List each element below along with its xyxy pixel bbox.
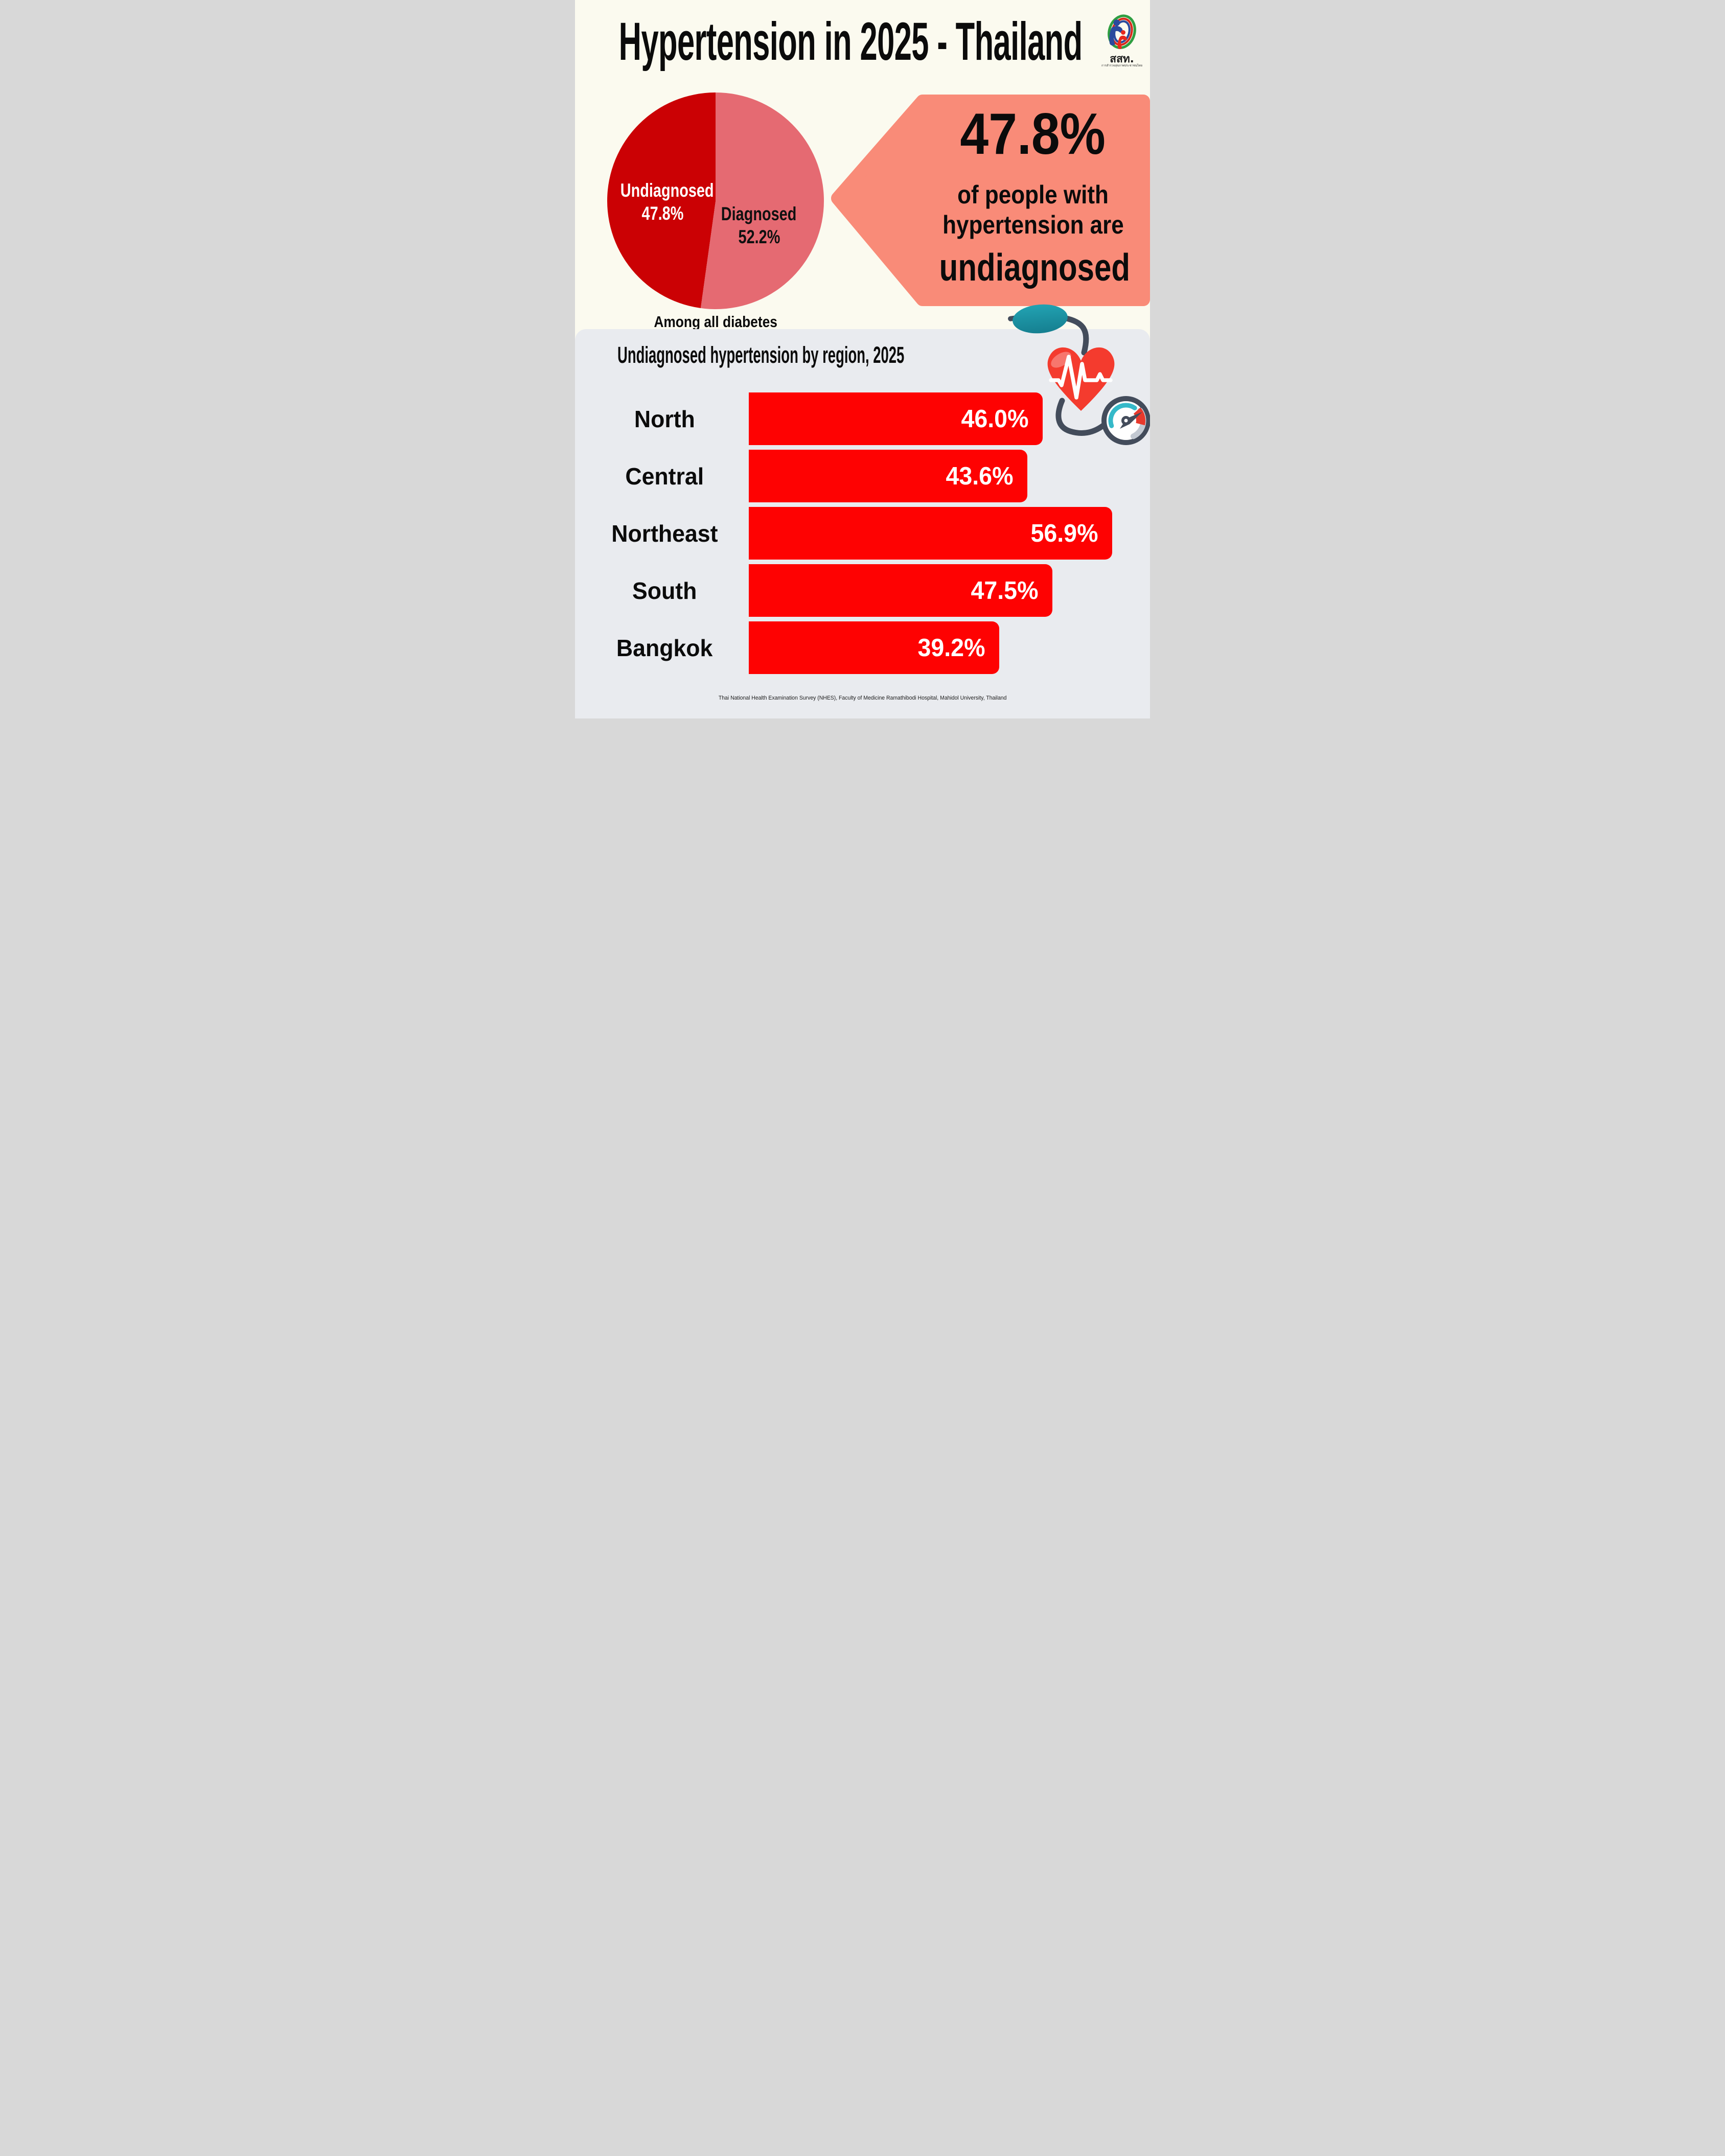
callout-line1: of people with [957, 180, 1109, 209]
region-label-northeast: Northeast [611, 520, 718, 547]
region-label-north: North [634, 405, 695, 432]
region-label-bangkok: Bangkok [616, 634, 713, 661]
bar-row-northeast: Northeast 56.9% [575, 507, 1150, 560]
bar-north: 46.0% [749, 392, 1043, 445]
bar-northeast: 56.9% [749, 507, 1112, 560]
bar-row-central: Central 43.6% [575, 450, 1150, 502]
bar-value-northeast: 56.9% [1030, 519, 1098, 547]
bar-value-bangkok: 39.2% [917, 634, 985, 662]
bar-value-north: 46.0% [961, 405, 1029, 433]
bar-chart-title: Undiagnosed hypertension by region, 2025 [617, 342, 905, 368]
bar-value-central: 43.6% [946, 462, 1014, 490]
footer-source: Thai National Health Examination Survey … [718, 695, 1007, 701]
pie-label-undiagnosed-name: Undiagnosed [620, 180, 714, 201]
pie-label-diagnosed-value: 52.2% [738, 226, 780, 248]
bar-row-south: South 47.5% [575, 564, 1150, 617]
infographic-page: Hypertension in 2025 - Thailand สสท. การ… [575, 0, 1150, 718]
bar-bangkok: 39.2% [749, 621, 999, 674]
pie-caption: Among all diabetes [654, 313, 777, 331]
bar-value-south: 47.5% [971, 576, 1039, 605]
pie-label-diagnosed-name: Diagnosed [721, 203, 797, 224]
logo: สสท. การสำรวจสุขภาพประชาชนไทย [1097, 14, 1146, 68]
logo-acronym: สสท. [1110, 53, 1134, 65]
logo-emblem-icon [1108, 14, 1136, 50]
logo-subtitle: การสำรวจสุขภาพประชาชนไทย [1101, 64, 1142, 68]
region-label-central: Central [625, 462, 704, 490]
region-label-south: South [632, 577, 697, 604]
ekg-line-icon [1049, 355, 1113, 400]
bp-tube-bottom-icon [1055, 398, 1108, 436]
page-title-text: Hypertension in 2025 - Thailand [618, 11, 1083, 72]
callout-description: of people with hypertension are [915, 180, 1150, 240]
page-title: Hypertension in 2025 - Thailand [575, 13, 1126, 69]
gauge-icon [1101, 396, 1150, 445]
callout-stat: 47.8% [960, 102, 1106, 167]
bar-south: 47.5% [749, 564, 1052, 617]
pie-label-undiagnosed: Undiagnosed 47.8% [607, 179, 718, 225]
heart-icon [1047, 347, 1115, 411]
pie-label-diagnosed: Diagnosed 52.2% [704, 202, 814, 248]
pie-label-undiagnosed-value: 47.8% [641, 203, 683, 224]
bp-tube-top-icon [1061, 315, 1089, 356]
blood-pressure-illustration [1008, 304, 1150, 445]
callout-keyword: undiagnosed [939, 246, 1131, 289]
bar-row-bangkok: Bangkok 39.2% [575, 621, 1150, 674]
pie-chart [607, 92, 824, 309]
bp-bulb-icon [1013, 304, 1068, 334]
callout-line2: hypertension are [942, 210, 1124, 239]
bar-central: 43.6% [749, 450, 1027, 502]
bar-row-north: North 46.0% [575, 392, 1150, 445]
